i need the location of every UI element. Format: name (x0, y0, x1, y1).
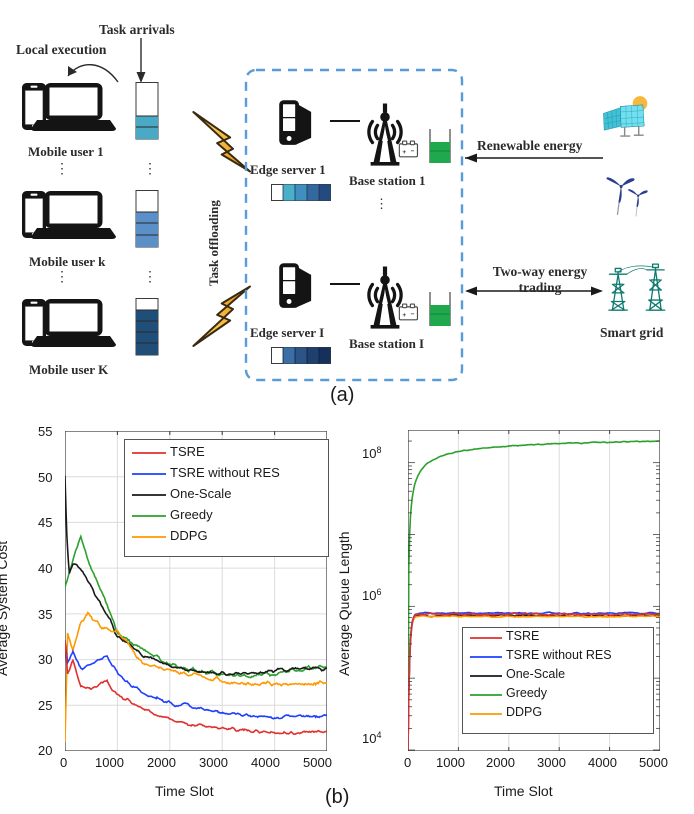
svg-text:−: − (411, 148, 415, 155)
svg-text:+: + (402, 312, 406, 319)
svg-text:−: − (411, 311, 415, 318)
svg-text:+: + (402, 149, 406, 156)
